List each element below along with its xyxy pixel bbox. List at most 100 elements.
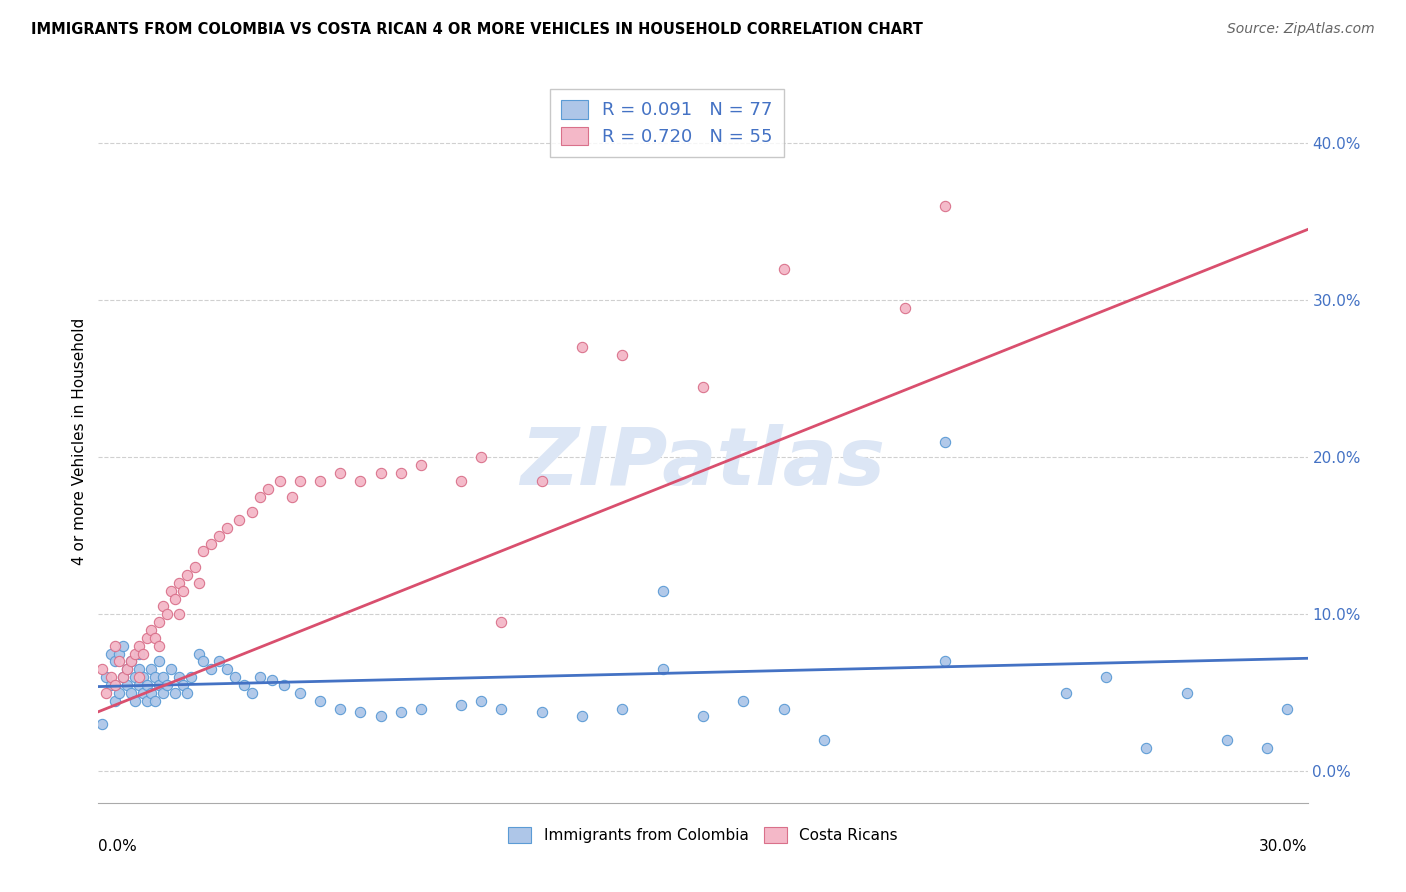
- Point: [124, 670, 146, 684]
- Point: [208, 529, 231, 543]
- Point: [115, 662, 138, 676]
- Point: [135, 678, 157, 692]
- Point: [1216, 733, 1239, 747]
- Point: [188, 575, 211, 590]
- Point: [409, 701, 432, 715]
- Point: [370, 466, 392, 480]
- Text: IMMIGRANTS FROM COLOMBIA VS COSTA RICAN 4 OR MORE VEHICLES IN HOUSEHOLD CORRELAT: IMMIGRANTS FROM COLOMBIA VS COSTA RICAN …: [31, 22, 922, 37]
- Point: [1256, 740, 1278, 755]
- Text: ZIPatlas: ZIPatlas: [520, 425, 886, 502]
- Point: [111, 670, 134, 684]
- Point: [1277, 701, 1299, 715]
- Point: [152, 599, 174, 614]
- Point: [491, 615, 513, 630]
- Point: [309, 694, 332, 708]
- Point: [651, 662, 673, 676]
- Point: [143, 631, 166, 645]
- Point: [260, 673, 283, 688]
- Point: [128, 639, 150, 653]
- Point: [1054, 686, 1077, 700]
- Point: [160, 662, 183, 676]
- Point: [148, 655, 170, 669]
- Point: [217, 662, 239, 676]
- Point: [156, 678, 179, 692]
- Point: [103, 678, 125, 692]
- Point: [200, 662, 222, 676]
- Point: [120, 655, 142, 669]
- Point: [176, 686, 198, 700]
- Point: [128, 647, 150, 661]
- Point: [143, 670, 166, 684]
- Point: [160, 583, 183, 598]
- Point: [240, 505, 263, 519]
- Point: [139, 623, 162, 637]
- Point: [269, 474, 291, 488]
- Point: [103, 655, 125, 669]
- Point: [692, 709, 714, 723]
- Text: 30.0%: 30.0%: [1260, 838, 1308, 854]
- Point: [273, 678, 295, 692]
- Point: [1095, 670, 1118, 684]
- Point: [156, 607, 179, 622]
- Point: [329, 466, 352, 480]
- Point: [217, 521, 239, 535]
- Point: [180, 670, 202, 684]
- Point: [692, 379, 714, 393]
- Point: [172, 583, 194, 598]
- Point: [163, 591, 186, 606]
- Point: [115, 662, 138, 676]
- Point: [288, 686, 311, 700]
- Point: [132, 670, 155, 684]
- Text: Source: ZipAtlas.com: Source: ZipAtlas.com: [1227, 22, 1375, 37]
- Point: [409, 458, 432, 472]
- Legend: Immigrants from Colombia, Costa Ricans: Immigrants from Colombia, Costa Ricans: [502, 822, 904, 849]
- Point: [167, 670, 190, 684]
- Point: [124, 694, 146, 708]
- Point: [91, 717, 114, 731]
- Point: [148, 639, 170, 653]
- Point: [103, 694, 125, 708]
- Point: [148, 615, 170, 630]
- Point: [256, 482, 278, 496]
- Point: [370, 709, 392, 723]
- Point: [111, 639, 134, 653]
- Point: [240, 686, 263, 700]
- Point: [349, 705, 371, 719]
- Point: [120, 686, 142, 700]
- Point: [132, 686, 155, 700]
- Point: [176, 568, 198, 582]
- Point: [530, 474, 553, 488]
- Point: [96, 686, 118, 700]
- Point: [152, 670, 174, 684]
- Point: [309, 474, 332, 488]
- Point: [772, 261, 794, 276]
- Point: [288, 474, 311, 488]
- Y-axis label: 4 or more Vehicles in Household: 4 or more Vehicles in Household: [72, 318, 87, 566]
- Point: [733, 694, 755, 708]
- Point: [228, 513, 250, 527]
- Point: [167, 575, 190, 590]
- Point: [329, 701, 352, 715]
- Point: [100, 670, 122, 684]
- Point: [281, 490, 304, 504]
- Point: [128, 678, 150, 692]
- Point: [450, 698, 472, 713]
- Point: [107, 655, 129, 669]
- Point: [491, 701, 513, 715]
- Point: [772, 701, 794, 715]
- Point: [188, 647, 211, 661]
- Point: [224, 670, 246, 684]
- Point: [389, 705, 412, 719]
- Point: [651, 583, 673, 598]
- Point: [163, 686, 186, 700]
- Point: [200, 536, 222, 550]
- Point: [103, 639, 125, 653]
- Point: [934, 655, 956, 669]
- Point: [100, 678, 122, 692]
- Point: [167, 607, 190, 622]
- Point: [249, 490, 271, 504]
- Point: [124, 647, 146, 661]
- Point: [172, 678, 194, 692]
- Point: [139, 662, 162, 676]
- Point: [1135, 740, 1157, 755]
